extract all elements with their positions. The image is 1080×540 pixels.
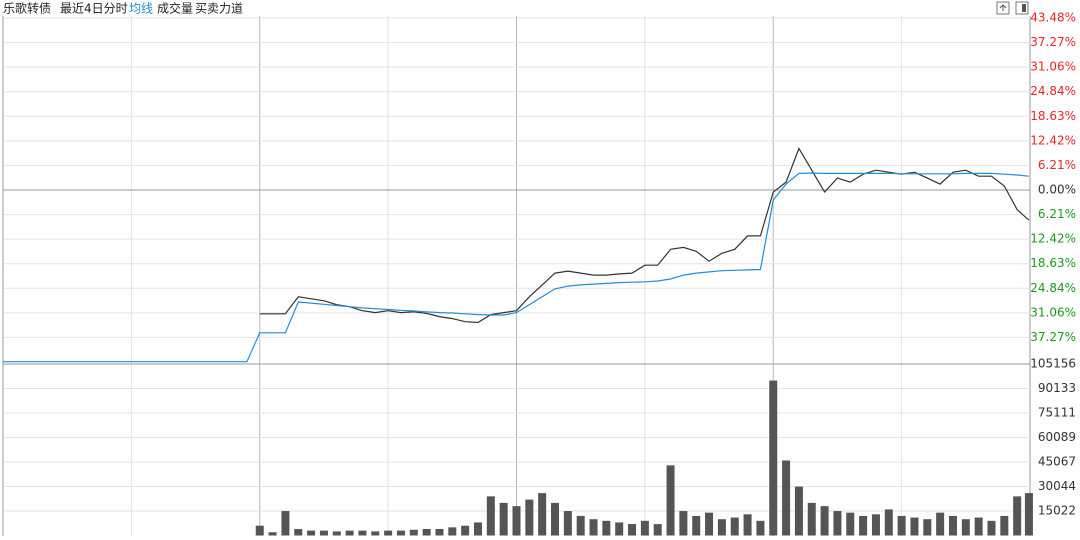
y-tick-label: 90133	[1038, 381, 1076, 395]
volume-bar	[666, 465, 675, 536]
volume-bar	[640, 520, 649, 536]
volume-bar	[319, 530, 328, 536]
volume-bar	[846, 512, 855, 536]
volume-bar	[743, 514, 752, 536]
y-tick-label: 75111	[1038, 406, 1076, 420]
y-tick-label: 105156	[1030, 357, 1076, 371]
y-tick-label: 18.63%	[1030, 256, 1076, 270]
y-tick-label: 24.84%	[1030, 84, 1076, 98]
volume-bar	[910, 517, 919, 536]
volume-bar	[936, 512, 945, 536]
y-tick-label: 6.21%	[1038, 207, 1076, 221]
volume-bar	[1013, 496, 1022, 536]
y-tick-label: 12.42%	[1030, 232, 1076, 246]
volume-bar	[499, 502, 508, 536]
y-tick-label: 18.63%	[1030, 109, 1076, 123]
volume-bar	[692, 515, 701, 536]
y-tick-label: 31.06%	[1030, 305, 1076, 319]
volume-bar	[961, 519, 970, 536]
volume-bar	[551, 502, 560, 536]
volume-bar	[769, 380, 778, 536]
volume-bar	[948, 515, 957, 536]
tab-force[interactable]: 买卖力道	[195, 2, 243, 16]
volume-bar	[602, 520, 611, 536]
volume-bar	[589, 519, 598, 536]
chart-title: 乐歌转债	[3, 1, 51, 16]
volume-bar	[897, 515, 906, 536]
volume-bar	[281, 511, 290, 536]
volume-bar	[717, 519, 726, 536]
volume-bar	[974, 517, 983, 536]
y-tick-label: 60089	[1038, 430, 1076, 444]
volume-bar	[512, 506, 521, 536]
chart-subtitle: 最近4日分时	[60, 2, 128, 16]
y-tick-label: 30044	[1038, 479, 1076, 493]
volume-bar	[859, 515, 868, 536]
volume-bar	[422, 528, 431, 536]
volume-bar	[576, 515, 585, 536]
volume-bar	[268, 532, 277, 536]
volume-bar	[653, 524, 662, 536]
panel-button[interactable]	[1015, 1, 1029, 15]
volume-bar	[1000, 515, 1009, 536]
legend-avg[interactable]: 均线	[129, 2, 153, 16]
volume-bar	[1024, 493, 1033, 536]
volume-bar	[807, 502, 816, 536]
y-tick-label: 24.84%	[1030, 281, 1076, 295]
y-tick-label: 12.42%	[1030, 133, 1076, 147]
volume-bar	[396, 530, 405, 536]
volume-bar	[756, 520, 765, 536]
y-tick-label: 37.27%	[1030, 330, 1076, 344]
y-tick-label: 6.21%	[1038, 158, 1076, 172]
panel-icon	[1022, 4, 1026, 12]
zoom-button[interactable]	[996, 1, 1010, 15]
volume-bar	[794, 486, 803, 536]
volume-bar	[409, 529, 418, 536]
volume-bar	[538, 493, 547, 536]
volume-bar	[820, 506, 829, 536]
volume-bar	[782, 460, 791, 536]
volume-bar	[358, 530, 367, 536]
volume-bar	[923, 519, 932, 536]
y-tick-label: 31.06%	[1030, 60, 1076, 74]
volume-bar	[705, 512, 714, 536]
y-tick-label: 43.48%	[1030, 11, 1076, 25]
volume-bar	[448, 527, 457, 536]
volume-bar	[371, 531, 380, 536]
volume-bar	[628, 524, 637, 536]
volume-bar	[255, 525, 264, 536]
volume-bar	[730, 517, 739, 536]
y-tick-label: 45067	[1038, 454, 1076, 468]
tab-volume[interactable]: 成交量	[157, 1, 193, 16]
volume-bar	[987, 520, 996, 536]
toolbar-icons	[996, 1, 1029, 15]
volume-bar	[435, 528, 444, 536]
volume-bar	[461, 525, 470, 536]
volume-bar	[884, 509, 893, 536]
volume-bar	[345, 530, 354, 536]
volume-bar	[473, 522, 482, 536]
y-tick-label: 0.00%	[1038, 183, 1076, 197]
volume-bar	[384, 530, 393, 536]
volume-bar	[294, 528, 303, 536]
zoom-icon	[999, 4, 1007, 11]
volume-bar	[486, 496, 495, 536]
volume-bar	[871, 514, 880, 536]
volume-bar	[679, 511, 688, 536]
volume-bar	[563, 511, 572, 536]
series-line	[3, 172, 1029, 363]
y-tick-label: 37.27%	[1030, 35, 1076, 49]
volume-bar	[307, 530, 316, 536]
volume-bar	[525, 499, 534, 536]
volume-bar	[615, 522, 624, 536]
y-tick-label: 15022	[1038, 504, 1076, 518]
volume-bar	[332, 531, 341, 536]
volume-bar	[833, 511, 842, 536]
